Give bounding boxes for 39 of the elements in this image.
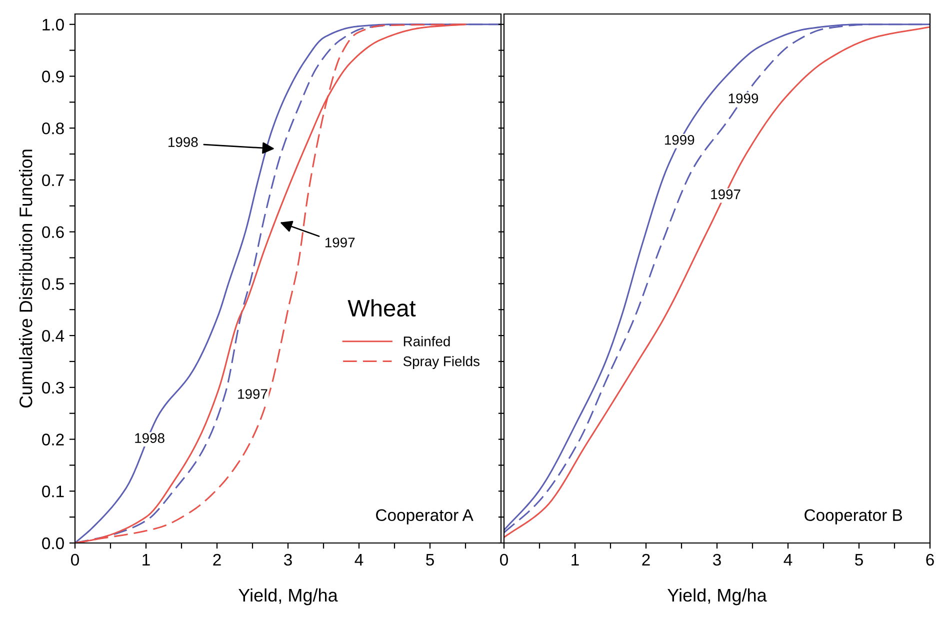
annotation: 1999: [728, 93, 758, 104]
y-tick-label: 0.7: [42, 174, 64, 186]
x-tick-label: 6: [926, 554, 934, 566]
annotation: Cooperator B: [804, 509, 902, 524]
y-tick-label: 0.5: [42, 278, 64, 290]
x-tick-label: 3: [284, 554, 292, 566]
x-tick-label: 2: [642, 554, 650, 566]
y-tick-label: 0.4: [42, 330, 64, 342]
x-axis-title: Yield, Mg/ha: [238, 588, 338, 606]
y-tick-label: 0.8: [42, 122, 64, 134]
x-tick-label: 4: [784, 554, 792, 566]
y-tick-label: 0.1: [42, 486, 64, 498]
y-tick-label: 0.3: [42, 382, 64, 394]
y-axis-title: Cumulative Distribution Function: [19, 150, 32, 408]
x-tick-label: 4: [354, 554, 364, 566]
x-tick-label: 5: [426, 554, 434, 566]
x-tick-label: 2: [213, 554, 221, 566]
annotation: 1998: [135, 433, 164, 444]
legend-label: Rainfed: [404, 336, 450, 346]
y-tick-label: 1.0: [42, 18, 64, 31]
x-tick-label: 3: [713, 554, 721, 566]
annotation: Wheat: [348, 299, 416, 317]
y-tick-label: 0.2: [42, 434, 64, 446]
annotation: Cooperator A: [376, 509, 474, 524]
annotation: 1998: [168, 137, 198, 148]
legend-label: Spray Fields: [403, 356, 480, 369]
annotation: 1999: [664, 134, 694, 145]
annotation: 1997: [238, 389, 268, 399]
y-tick-label: 0.9: [42, 70, 64, 82]
x-tick-label: 5: [855, 554, 863, 566]
x-tick-label: 1: [572, 554, 579, 566]
x-tick-label: 0: [71, 554, 79, 566]
annotation: 1997: [711, 189, 740, 200]
annotation: 1997: [325, 238, 355, 248]
x-tick-label: 0: [500, 554, 508, 566]
y-tick-label: 0.0: [42, 537, 64, 550]
x-tick-label: 1: [142, 554, 150, 566]
y-tick-label: 0.6: [42, 226, 64, 238]
x-axis-title: Yield, Mg/ha: [668, 588, 767, 606]
